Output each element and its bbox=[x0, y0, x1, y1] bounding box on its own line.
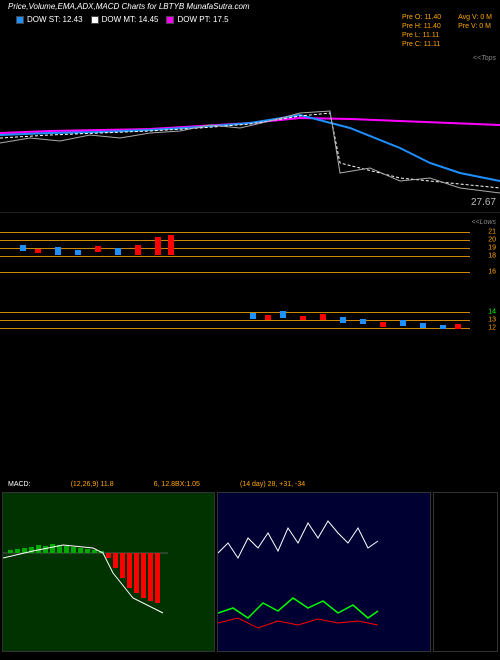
grid-line bbox=[0, 240, 470, 241]
legend-text: DOW PT: 17.5 bbox=[177, 15, 228, 24]
candle bbox=[35, 249, 41, 253]
candle bbox=[20, 245, 26, 251]
grid-line bbox=[0, 312, 470, 313]
macd-panel bbox=[2, 492, 215, 652]
pre-data-item: Pre C: 11.11 bbox=[402, 40, 441, 49]
candle bbox=[95, 246, 101, 252]
macd-v1: (12,26,9) 11.8 bbox=[71, 481, 114, 488]
macd-svg bbox=[3, 493, 168, 651]
adx-svg bbox=[218, 493, 383, 651]
candle bbox=[300, 316, 306, 320]
info-row: DOW ST: 12.43 DOW MT: 14.45 DOW PT: 17.5 P… bbox=[0, 13, 500, 49]
grid-label: 20 bbox=[488, 237, 496, 244]
price-chart: <<Tops 27.67 bbox=[0, 53, 500, 213]
legend-swatch bbox=[16, 16, 24, 24]
candle bbox=[440, 325, 446, 329]
legend-swatch bbox=[166, 16, 174, 24]
legend-block: DOW ST: 12.43 DOW MT: 14.45 DOW PT: 17.5 bbox=[8, 13, 245, 49]
pre-data-item: Pre O: 11.40 bbox=[402, 13, 441, 22]
macd-label-row: MACD: (12,26,9) 11.8 6, 12.8BX:1.05 (14 … bbox=[0, 481, 500, 488]
pre-data-block: Pre O: 11.40Pre H: 11.40Pre L: 11.11Pre … bbox=[387, 13, 492, 49]
grid-line bbox=[0, 256, 470, 257]
candle bbox=[168, 235, 174, 255]
macd-label: MACD: bbox=[8, 481, 31, 488]
grid-label: 18 bbox=[488, 253, 496, 260]
macd-v3: (14 day) 28, +31, -34 bbox=[240, 481, 305, 488]
grid-label: 14 bbox=[488, 309, 496, 316]
candle bbox=[155, 237, 161, 255]
blank-panel bbox=[433, 492, 498, 652]
header-row: Price,Volume,EMA,ADX,MACD Charts for LBT… bbox=[0, 0, 500, 13]
grid-line bbox=[0, 272, 470, 273]
legend-text: DOW MT: 14.45 bbox=[102, 15, 159, 24]
macd-v2: 6, 12.8BX:1.05 bbox=[154, 481, 200, 488]
candle bbox=[340, 317, 346, 323]
grid-label: 19 bbox=[488, 245, 496, 252]
grid-label: 16 bbox=[488, 269, 496, 276]
candle bbox=[380, 322, 386, 327]
candle bbox=[320, 314, 326, 320]
legend-swatch bbox=[91, 16, 99, 24]
grid-line bbox=[0, 248, 470, 249]
last-price-label: 27.67 bbox=[471, 197, 496, 208]
lows-label: <<Lows bbox=[471, 219, 496, 226]
grid-label: 13 bbox=[488, 317, 496, 324]
legend-item: DOW ST: 12.43 bbox=[16, 15, 83, 24]
lower-panels bbox=[0, 492, 500, 652]
candle bbox=[265, 315, 271, 320]
grid-line bbox=[0, 328, 470, 329]
pre-data-item: Pre L: 11.11 bbox=[402, 31, 441, 40]
legend-text: DOW ST: 12.43 bbox=[27, 15, 83, 24]
legend-item: DOW PT: 17.5 bbox=[166, 15, 228, 24]
pre-data-item: Pre H: 11.40 bbox=[402, 22, 441, 31]
candle bbox=[250, 313, 256, 319]
grid-line bbox=[0, 232, 470, 233]
candle bbox=[400, 320, 406, 326]
grid-label: 21 bbox=[488, 229, 496, 236]
candle bbox=[75, 250, 81, 255]
candle-chart: <<Lows 21201918 16 141312 bbox=[0, 217, 500, 352]
grid-label: 12 bbox=[488, 325, 496, 332]
candle bbox=[420, 323, 426, 328]
candle bbox=[55, 247, 61, 255]
candle bbox=[280, 311, 286, 318]
candle bbox=[135, 245, 141, 255]
pre-data-item: Pre V: 0 M bbox=[458, 22, 492, 31]
chart-title: Price,Volume,EMA,ADX,MACD Charts for LBT… bbox=[8, 2, 250, 11]
candle bbox=[360, 319, 366, 324]
price-lines-svg bbox=[0, 53, 500, 213]
adx-panel bbox=[217, 492, 430, 652]
legend-item: DOW MT: 14.45 bbox=[91, 15, 159, 24]
pre-data-item: Avg V: 0 M bbox=[458, 13, 492, 22]
candle bbox=[115, 248, 121, 255]
candle bbox=[455, 324, 461, 329]
